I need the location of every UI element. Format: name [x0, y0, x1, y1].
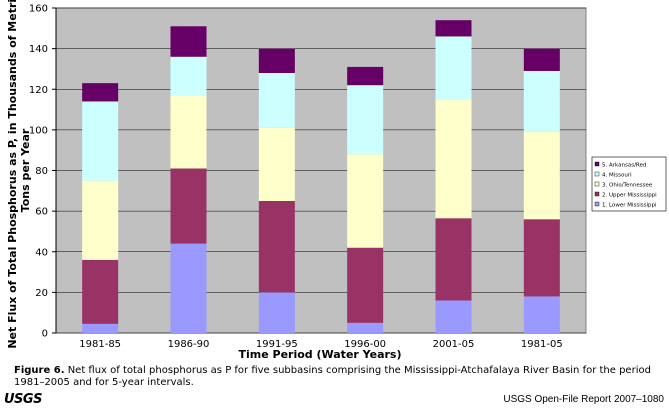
x-tick-label: 1981-85 [79, 339, 121, 350]
x-tick-label: 1996-00 [344, 339, 386, 350]
logo: USGS [4, 392, 42, 407]
bar-segment [82, 259, 119, 324]
y-tick-label: 20 [35, 288, 48, 299]
bar-segment [170, 95, 207, 169]
legend-label: 3. Ohio/Tennessee [602, 183, 653, 189]
caption-label: Figure 6. [14, 365, 65, 376]
x-tick-label: 1991-95 [256, 339, 298, 350]
y-tick-label: 120 [29, 85, 48, 96]
legend-label: 5. Arkansas/Red [602, 163, 646, 169]
y-tick-label: 0 [42, 329, 48, 340]
y-tick-label: 160 [29, 4, 48, 15]
bar-segment [435, 218, 472, 301]
legend-swatch [594, 201, 600, 207]
caption: Figure 6. Net flux of total phosphorus a… [14, 365, 654, 389]
legend-swatch [594, 161, 600, 167]
x-axis-label: Time Period (Water Years) [238, 348, 401, 361]
bar-segment [82, 101, 119, 181]
bar-segment [170, 56, 207, 96]
bar-segment [82, 323, 119, 333]
bar-segment [347, 66, 384, 86]
legend-swatch [594, 191, 600, 197]
bar-segment [258, 200, 295, 293]
bar-segment [347, 154, 384, 248]
y-tick-label: 100 [29, 125, 48, 136]
x-tick-label: 1981-05 [521, 339, 563, 350]
bar-segment [258, 48, 295, 73]
bar-segment [258, 73, 295, 128]
bar-segment [435, 300, 472, 333]
legend-swatch [594, 171, 600, 177]
bar-segment [523, 48, 560, 71]
y-tick-label: 60 [35, 207, 48, 218]
bar-segment [170, 168, 207, 244]
bar-segment [347, 85, 384, 155]
bar-segment [523, 296, 560, 333]
chart: Time Period (Water Years) 0 20 40 60 80 100 12… [6, 0, 667, 361]
bar-segment [82, 180, 119, 260]
bar-segment [435, 36, 472, 100]
bar-segment [258, 292, 295, 333]
bar-segment [347, 322, 384, 333]
y-axis-label-line: Tons per Year [19, 128, 32, 212]
y-tick-label: 140 [29, 44, 48, 55]
y-axis-label: Net Flux of Total Phosphorus as P, in Th… [6, 0, 32, 349]
bar-segment [82, 83, 119, 102]
y-tick-label: 40 [35, 247, 48, 258]
bar-segment [170, 243, 207, 333]
y-axis-label-line: Net Flux of Total Phosphorus as P, in Th… [6, 0, 19, 349]
legend-label: 1. Lower Mississippi [602, 203, 657, 209]
report-number: USGS Open-File Report 2007–1080 [503, 394, 664, 405]
x-tick-label: 2001-05 [433, 339, 475, 350]
legend-label: 2. Upper Mississippi [602, 193, 657, 199]
legend-swatch [594, 181, 600, 187]
bar-segment [258, 127, 295, 201]
legend-label: 4. Missouri [602, 173, 632, 179]
bar-segment [347, 247, 384, 323]
bar-segment [170, 26, 207, 57]
bar-segment [435, 20, 472, 37]
bar-segment [523, 70, 560, 132]
y-tick-label: 80 [35, 166, 48, 177]
bar-segment [523, 131, 560, 220]
footer: USGS USGS Open-File Report 2007–1080 [4, 392, 664, 408]
x-tick-label: 1986-90 [168, 339, 210, 350]
bar-segment [523, 219, 560, 297]
legend-box [591, 156, 667, 212]
caption-text: Net flux of total phosphorus as P for fi… [14, 365, 651, 388]
bar-segment [435, 99, 472, 219]
